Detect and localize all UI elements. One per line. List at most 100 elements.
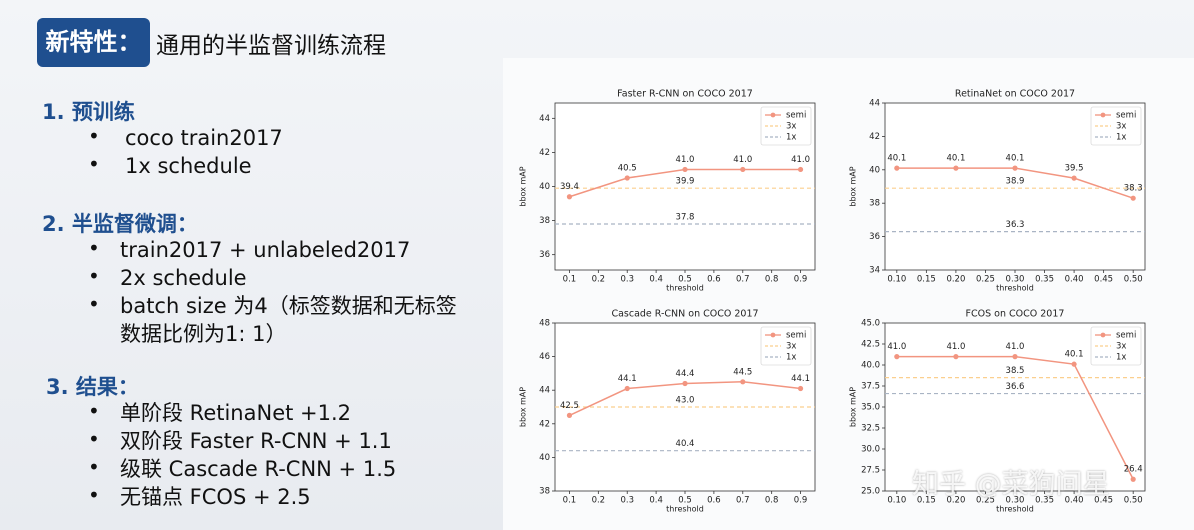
y-tick-label: 36 xyxy=(869,232,880,242)
x-tick-label: 0.15 xyxy=(917,275,936,285)
y-tick-label: 48 xyxy=(539,319,550,329)
y-tick-label: 44 xyxy=(539,114,550,124)
legend-label: semi xyxy=(1116,331,1136,341)
point xyxy=(1071,175,1077,181)
y-tick-label: 30.0 xyxy=(861,445,880,455)
y-tick-label: 44 xyxy=(539,386,550,396)
y-tick-label: 40 xyxy=(539,453,550,463)
legend-label: semi xyxy=(786,331,806,341)
y-tick-label: 27.5 xyxy=(861,466,880,476)
point xyxy=(953,354,959,360)
x-tick-label: 0.8 xyxy=(765,496,779,506)
point xyxy=(682,380,688,387)
legend-label: 3x xyxy=(1116,122,1126,132)
value-label: 42.5 xyxy=(560,401,579,411)
bullet: • xyxy=(88,236,100,260)
y-tick-label: 37.5 xyxy=(861,382,880,392)
x-tick-label: 0.1 xyxy=(563,275,577,285)
legend-label: 1x xyxy=(786,353,796,363)
y-tick-label: 34 xyxy=(869,266,880,276)
x-tick-label: 0.20 xyxy=(946,275,965,285)
x-tick-label: 0.7 xyxy=(736,496,750,506)
reference-label: 36.3 xyxy=(1006,220,1025,230)
bullet-item: 级联 Cascade R-CNN + 1.5 xyxy=(120,457,397,481)
value-label: 40.1 xyxy=(1065,350,1084,360)
x-axis-label: threshold xyxy=(666,505,704,514)
bullet-item: batch size 为4（标签数据和无标签数据比例为1: 1） xyxy=(120,294,457,346)
value-label: 39.4 xyxy=(560,182,579,192)
x-tick-label: 0.1 xyxy=(563,496,577,506)
point xyxy=(1012,165,1018,171)
y-tick-label: 42 xyxy=(539,419,550,429)
y-axis-label: bbox mAP xyxy=(519,166,528,206)
bullet: • xyxy=(88,152,100,176)
legend-marker xyxy=(1100,332,1106,338)
bullet-item: 双阶段 Faster R-CNN + 1.1 xyxy=(120,429,392,453)
y-tick-label: 44 xyxy=(869,99,880,109)
y-tick-label: 42.5 xyxy=(861,340,880,350)
value-label: 41.0 xyxy=(887,342,906,352)
y-tick-label: 45.0 xyxy=(861,319,880,329)
x-tick-label: 0.25 xyxy=(976,275,995,285)
value-label: 41.0 xyxy=(733,155,752,165)
point xyxy=(1130,476,1136,482)
y-tick-label: 40 xyxy=(869,165,880,175)
x-tick-label: 0.50 xyxy=(1124,496,1143,506)
x-tick-label: 0.5 xyxy=(678,496,692,506)
point xyxy=(1130,195,1136,201)
y-axis-label: bbox mAP xyxy=(519,387,528,427)
y-tick-label: 38 xyxy=(539,216,550,226)
point xyxy=(566,194,573,200)
x-tick-label: 0.4 xyxy=(649,275,663,285)
legend-label: semi xyxy=(786,111,806,121)
section-heading: 3. 结果： xyxy=(46,375,139,399)
watermark: 知乎 @菜狗间星 xyxy=(912,469,1110,500)
chart-title: RetinaNet on COCO 2017 xyxy=(955,89,1075,100)
value-label: 44.4 xyxy=(676,369,695,379)
point xyxy=(740,379,746,385)
reference-label: 39.9 xyxy=(676,177,695,187)
reference-label: 38.9 xyxy=(1006,177,1025,187)
x-tick-label: 0.40 xyxy=(1065,496,1084,506)
x-tick-label: 0.4 xyxy=(649,496,663,506)
bullet-item: 单阶段 RetinaNet +1.2 xyxy=(120,401,352,425)
x-axis-label: threshold xyxy=(996,284,1034,293)
x-tick-label: 0.2 xyxy=(592,496,606,506)
legend-label: semi xyxy=(1116,111,1136,121)
y-tick-label: 40 xyxy=(539,182,550,192)
value-label: 40.1 xyxy=(946,154,965,164)
point xyxy=(894,165,900,171)
chart-title: FCOS on COCO 2017 xyxy=(966,309,1065,320)
point xyxy=(1012,354,1018,360)
x-tick-label: 0.45 xyxy=(1094,496,1113,506)
value-label: 44.1 xyxy=(618,374,637,384)
x-tick-label: 0.6 xyxy=(707,275,721,285)
value-label: 26.4 xyxy=(1124,465,1143,475)
bullet: • xyxy=(88,483,100,507)
y-tick-label: 46 xyxy=(539,352,550,362)
point xyxy=(624,175,630,181)
legend-label: 3x xyxy=(786,342,796,352)
bullet-item: 2x schedule xyxy=(120,266,247,290)
point xyxy=(682,166,688,173)
legend-marker xyxy=(770,112,776,118)
value-label: 44.5 xyxy=(733,367,752,377)
x-tick-label: 0.25 xyxy=(976,496,995,506)
y-tick-label: 38 xyxy=(539,487,550,497)
section-heading: 2. 半监督微调： xyxy=(42,212,198,236)
value-label: 41.0 xyxy=(791,155,810,165)
legend-label: 1x xyxy=(1116,353,1126,363)
reference-label: 36.6 xyxy=(1006,382,1025,392)
point xyxy=(624,385,630,392)
x-tick-label: 0.35 xyxy=(1035,496,1054,506)
x-tick-label: 0.30 xyxy=(1006,275,1025,285)
value-label: 40.1 xyxy=(1006,154,1025,164)
bullet: • xyxy=(88,399,100,423)
x-tick-label: 0.6 xyxy=(707,496,721,506)
x-tick-label: 0.20 xyxy=(946,496,965,506)
x-tick-label: 0.50 xyxy=(1124,275,1143,285)
legend-label: 3x xyxy=(786,122,796,132)
x-tick-label: 0.7 xyxy=(736,275,750,285)
x-tick-label: 0.3 xyxy=(620,275,634,285)
